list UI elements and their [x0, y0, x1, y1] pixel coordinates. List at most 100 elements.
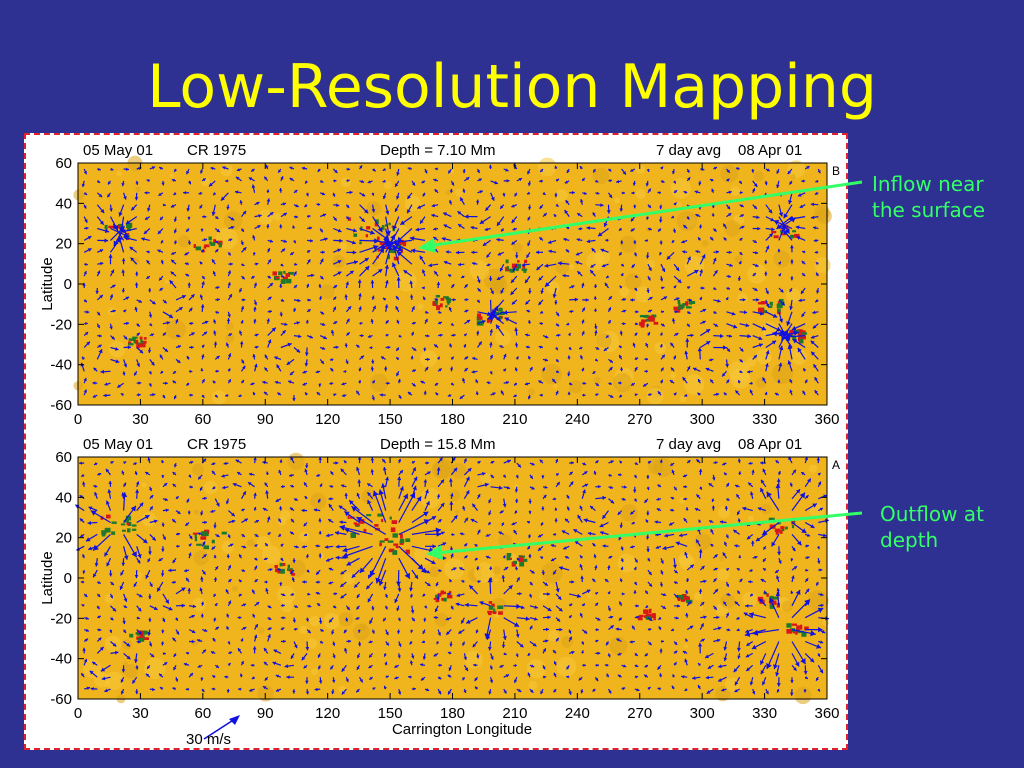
- flow-vector-head: [109, 630, 113, 633]
- flow-vector-head: [792, 339, 798, 344]
- flow-vector-head: [606, 335, 609, 338]
- flow-vector-head: [449, 643, 453, 647]
- flow-vector-head: [157, 249, 161, 253]
- flow-vector-head: [85, 322, 88, 326]
- active-region-patch: [389, 248, 395, 253]
- flow-vector-head: [94, 492, 98, 496]
- flow-vector-head: [462, 642, 466, 646]
- flow-vector-head: [99, 295, 103, 299]
- flow-vector-head: [593, 284, 598, 287]
- active-region-patch: [440, 297, 445, 301]
- flow-vector-head: [394, 676, 398, 680]
- flow-vector-head: [346, 606, 350, 611]
- flow-vector-head: [126, 321, 129, 326]
- flow-vector-head: [733, 324, 738, 329]
- flow-vector-head: [172, 519, 176, 523]
- flow-vector-head: [302, 580, 306, 584]
- flow-vector-head: [173, 653, 177, 657]
- texture-blob: [339, 242, 348, 251]
- active-region-patch: [347, 515, 350, 519]
- flow-vector-head: [568, 691, 572, 695]
- flow-vector-head: [342, 393, 345, 398]
- flow-vector-head: [733, 668, 738, 673]
- flow-vector-head: [699, 269, 703, 273]
- active-region-patch: [786, 629, 793, 634]
- flow-vector-head: [491, 461, 495, 464]
- active-region-patch: [795, 631, 798, 635]
- flow-vector-head: [590, 505, 594, 510]
- active-region-patch: [447, 594, 453, 599]
- flow-vector-head: [307, 309, 311, 313]
- active-region-patch: [142, 340, 147, 344]
- flow-vector-head: [706, 341, 711, 345]
- flow-vector-head: [661, 268, 666, 272]
- flow-vector-head: [211, 462, 215, 466]
- flow-vector-head: [175, 617, 178, 621]
- flow-vector-head: [216, 310, 219, 314]
- flow-vector-head: [201, 394, 205, 398]
- flow-vector-head: [422, 656, 427, 660]
- x-tick-label: 180: [440, 411, 465, 428]
- active-region-patch: [774, 528, 781, 532]
- flow-vector-head: [488, 164, 493, 168]
- flow-vector-head: [513, 394, 517, 397]
- flow-vector-head: [139, 502, 144, 507]
- flow-vector-head: [413, 476, 418, 481]
- texture-blob: [701, 240, 709, 247]
- texture-blob: [684, 256, 705, 276]
- flow-vector-head: [378, 580, 384, 586]
- flow-vector-head: [318, 666, 321, 670]
- flow-vector-head: [802, 390, 806, 394]
- flow-vector-head: [672, 674, 676, 678]
- flow-vector-head: [222, 166, 226, 170]
- flow-vector-head: [689, 298, 692, 302]
- flow-vector-head: [567, 506, 570, 510]
- flow-vector-head: [531, 664, 535, 668]
- flow-vector-head: [385, 334, 389, 337]
- flow-vector-head: [584, 483, 588, 487]
- flow-vector-head: [570, 310, 574, 314]
- flow-vector-head: [99, 646, 104, 651]
- flow-vector-head: [361, 179, 365, 184]
- flow-vector-head: [408, 675, 411, 679]
- flow-vector-head: [544, 263, 549, 268]
- active-region-patch: [689, 299, 692, 305]
- flow-vector-head: [590, 270, 594, 274]
- flow-vector-head: [659, 673, 663, 677]
- texture-blob: [794, 686, 812, 705]
- flow-vector-head: [787, 360, 792, 365]
- active-region-patch: [673, 306, 677, 311]
- flow-vector-head: [751, 170, 755, 173]
- flow-vector-head: [464, 602, 469, 608]
- flow-vector-head: [656, 497, 660, 501]
- texture-blob: [737, 293, 748, 304]
- flow-vector-head: [630, 168, 634, 172]
- flow-vector-head: [262, 460, 266, 465]
- flow-vector-head: [601, 263, 606, 268]
- flow-vector-head: [226, 318, 231, 322]
- flow-vector-head: [556, 323, 560, 327]
- flow-vector-head: [434, 298, 438, 302]
- flow-vector-head: [384, 304, 389, 308]
- flow-vector-head: [623, 298, 626, 302]
- active-region-patch: [140, 340, 143, 344]
- active-region-patch: [799, 624, 803, 630]
- flow-vector-head: [216, 228, 220, 233]
- x-tick-label: 60: [194, 411, 211, 428]
- flow-vector-head: [449, 343, 453, 347]
- flow-vector-head: [126, 167, 129, 171]
- flow-vector-head: [266, 471, 269, 475]
- flow-vector-head: [726, 379, 730, 383]
- active-region-patch: [445, 305, 448, 308]
- flow-vector-head: [643, 383, 647, 387]
- active-region-patch: [391, 520, 398, 524]
- active-region-patch: [639, 614, 644, 617]
- flow-vector-head: [369, 654, 373, 658]
- flow-vector-head: [148, 383, 152, 387]
- flow-vector-head: [305, 180, 308, 184]
- flow-vector-head: [759, 311, 764, 316]
- flow-vector-head: [538, 301, 542, 305]
- flow-vector-head: [281, 627, 285, 631]
- flow-vector-head: [420, 380, 424, 384]
- texture-blob: [164, 279, 169, 284]
